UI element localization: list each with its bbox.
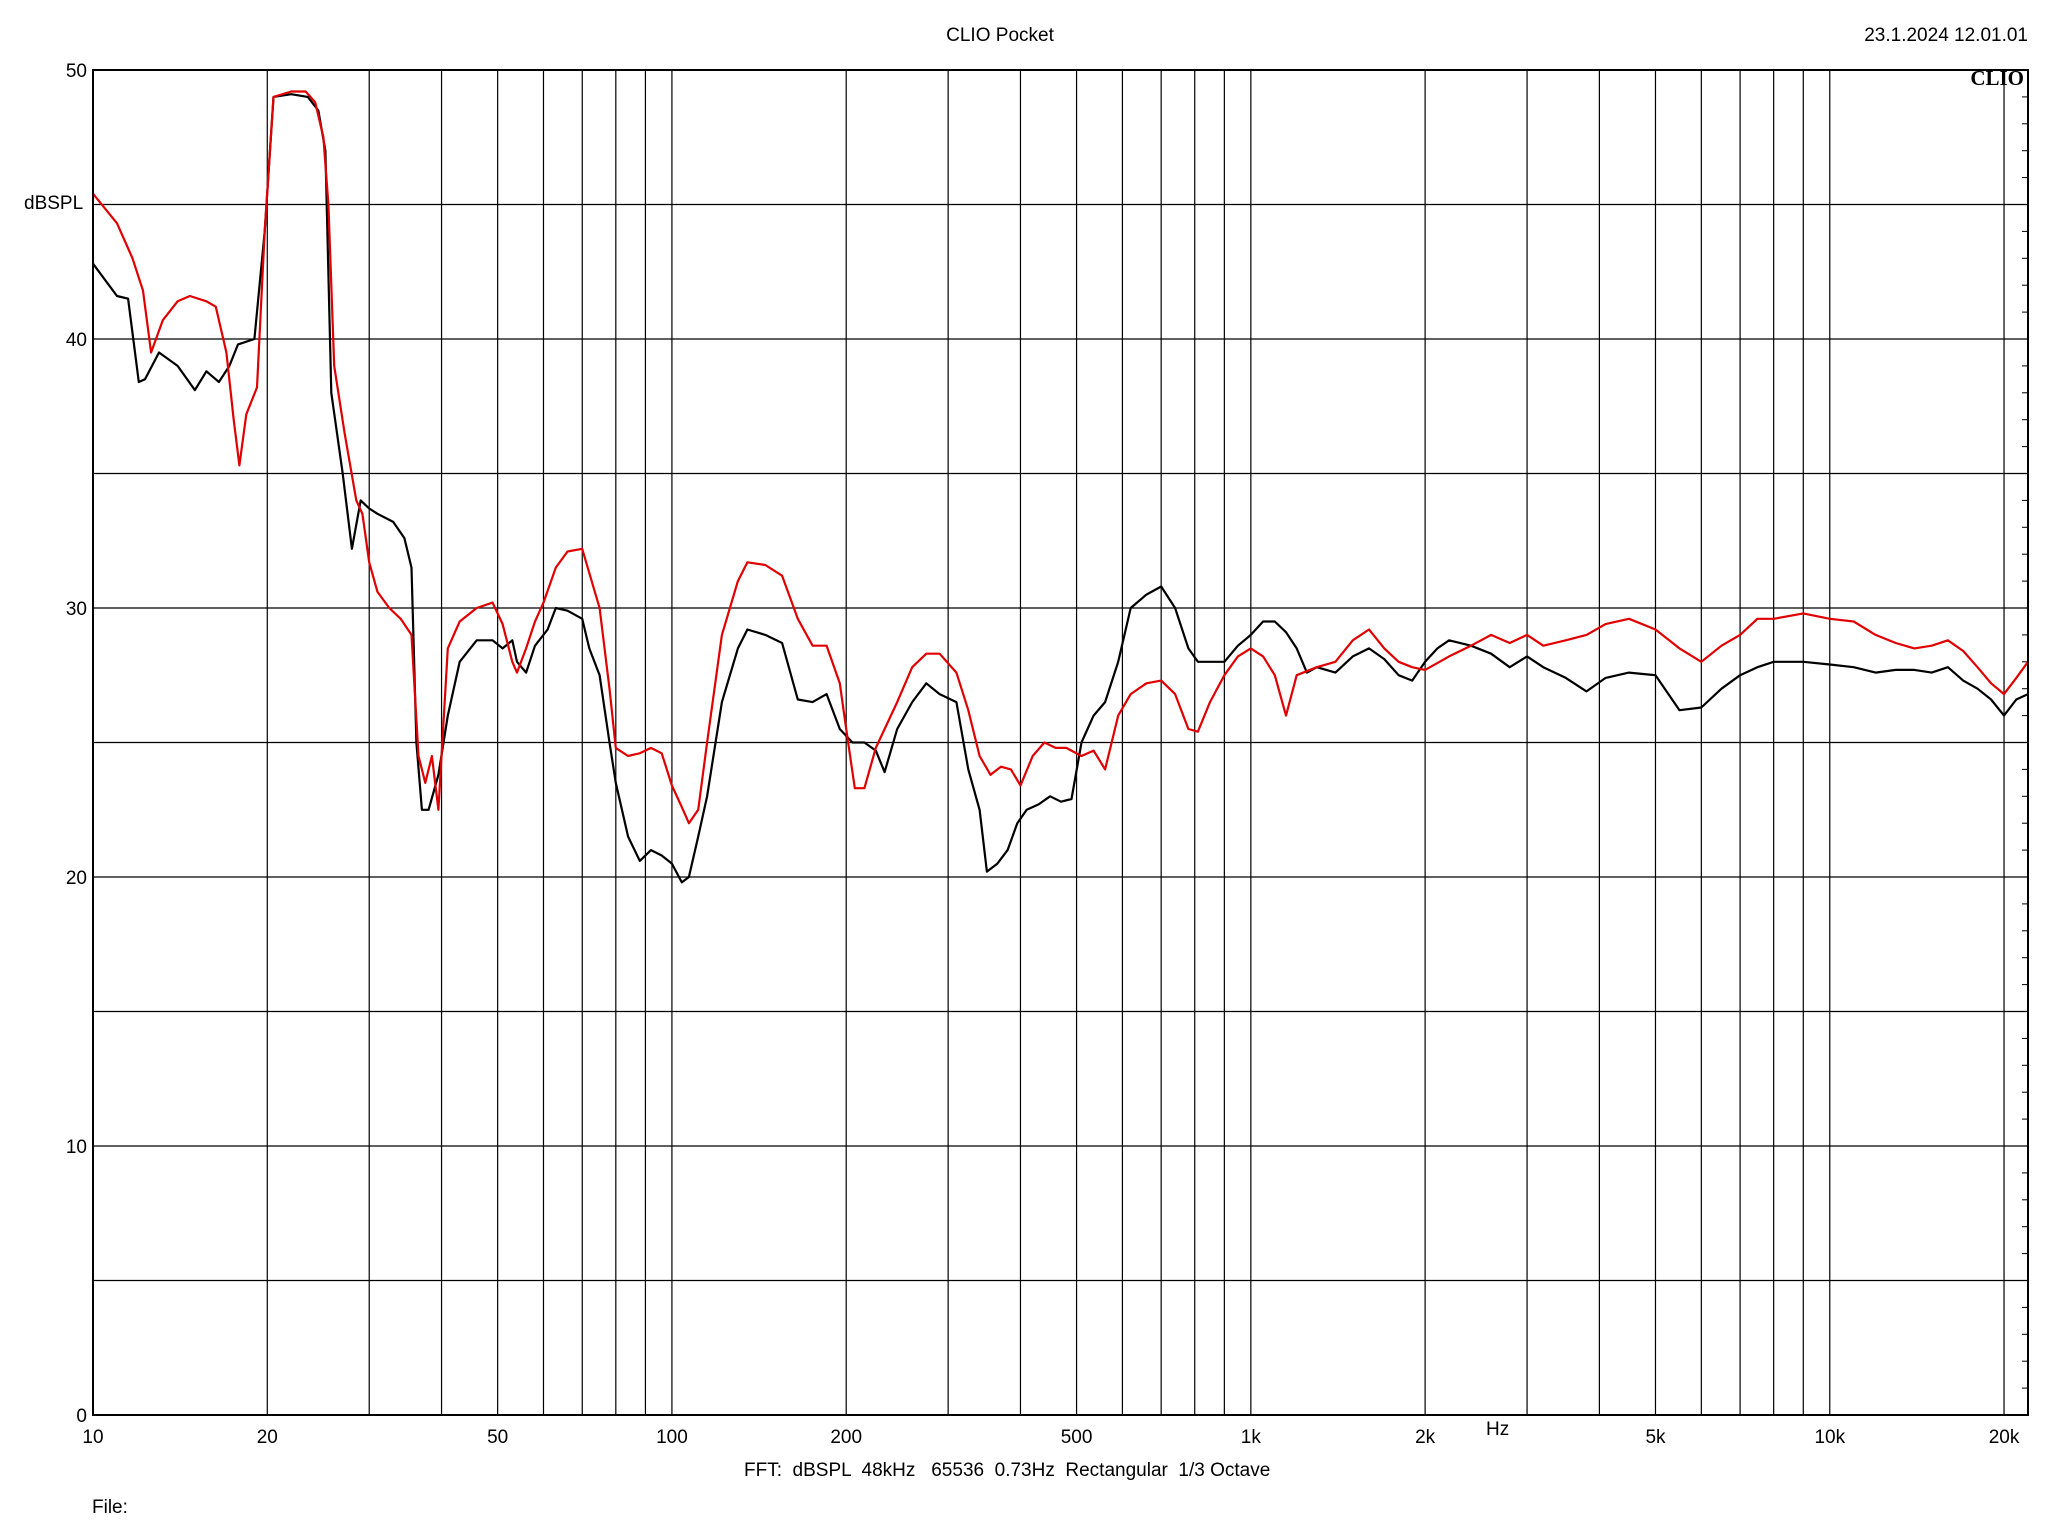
y-tick-label: 30 [66,599,87,620]
series-layer [92,90,2029,884]
x-tick-label: 10k [1814,1427,1845,1448]
y-tick-label: 10 [66,1137,87,1158]
x-tick-label: 100 [656,1427,688,1448]
grid-layer [93,70,2028,1415]
y-axis-label: dBSPL [24,193,84,214]
timestamp: 23.1.2024 12.01.01 [1864,25,2028,46]
chart-title: CLIO Pocket [946,25,1054,46]
fft-settings: FFT: dBSPL 48kHz 65536 0.73Hz Rectangula… [744,1460,1271,1481]
x-tick-label: 1k [1241,1427,1262,1448]
plot-frame [92,69,2029,1416]
y-tick-label: 20 [66,868,87,889]
y-tick-label: 40 [66,330,87,351]
x-tick-label: 2k [1415,1427,1436,1448]
x-tick-label: 200 [830,1427,862,1448]
y-tick-label: 0 [76,1406,87,1427]
series-line-red [92,90,2029,825]
series-line-black [92,93,2029,884]
x-tick-label: 50 [487,1427,508,1448]
x-tick-label: 20k [1989,1427,2020,1448]
file-label: File: [92,1497,128,1518]
x-tick-label: 5k [1645,1427,1666,1448]
x-axis-label: Hz [1486,1419,1510,1440]
y-tick-label: 50 [66,61,87,82]
x-tick-label: 500 [1061,1427,1093,1448]
x-tick-label: 20 [257,1427,278,1448]
x-tick-label: 10 [82,1427,103,1448]
